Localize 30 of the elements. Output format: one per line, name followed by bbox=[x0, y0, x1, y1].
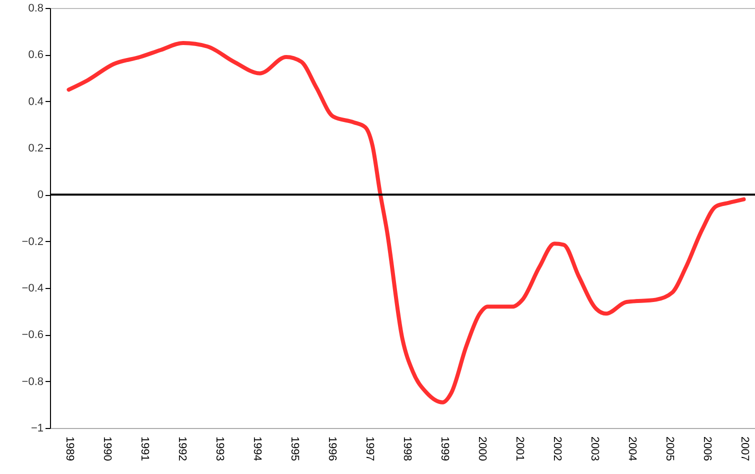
x-tick-label: 1998 bbox=[400, 436, 413, 461]
x-tick-label: 2007 bbox=[738, 436, 750, 461]
x-tick-label: 1989 bbox=[63, 436, 76, 461]
x-tick-label: 1991 bbox=[138, 436, 150, 461]
x-tick-label: 2001 bbox=[513, 436, 526, 461]
y-tick-label: −0.8 bbox=[22, 376, 44, 388]
x-tick-label: 1994 bbox=[250, 436, 263, 461]
y-tick-label: −1 bbox=[30, 422, 44, 434]
y-tick-label: 0.4 bbox=[28, 96, 44, 108]
y-tick-label: −0.4 bbox=[22, 282, 44, 294]
x-tick-label: 1990 bbox=[100, 436, 113, 461]
y-tick-label: 0.8 bbox=[28, 2, 44, 14]
y-tick-label: 0.6 bbox=[28, 49, 44, 62]
x-tick-label: 2002 bbox=[550, 436, 563, 461]
x-tick-label: 1995 bbox=[288, 436, 300, 461]
y-tick-label: −0.6 bbox=[22, 329, 44, 342]
x-tick-label: 1997 bbox=[363, 436, 376, 461]
x-tick-label: 1993 bbox=[213, 436, 226, 461]
x-tick-label: 2005 bbox=[663, 436, 676, 461]
x-tick-label: 2003 bbox=[588, 436, 600, 461]
y-tick-label: 0.2 bbox=[28, 142, 44, 154]
x-tick-label: 2004 bbox=[626, 436, 638, 461]
x-tick-label: 1999 bbox=[438, 436, 450, 461]
x-tick-label: 1996 bbox=[326, 436, 338, 461]
x-tick-label: 2000 bbox=[476, 436, 488, 461]
x-tick-label: 2006 bbox=[700, 436, 713, 461]
y-tick-label: −0.2 bbox=[22, 236, 44, 248]
y-tick-label: 0 bbox=[37, 189, 44, 202]
line-series bbox=[66, 41, 746, 404]
x-tick-label: 1992 bbox=[176, 436, 188, 461]
